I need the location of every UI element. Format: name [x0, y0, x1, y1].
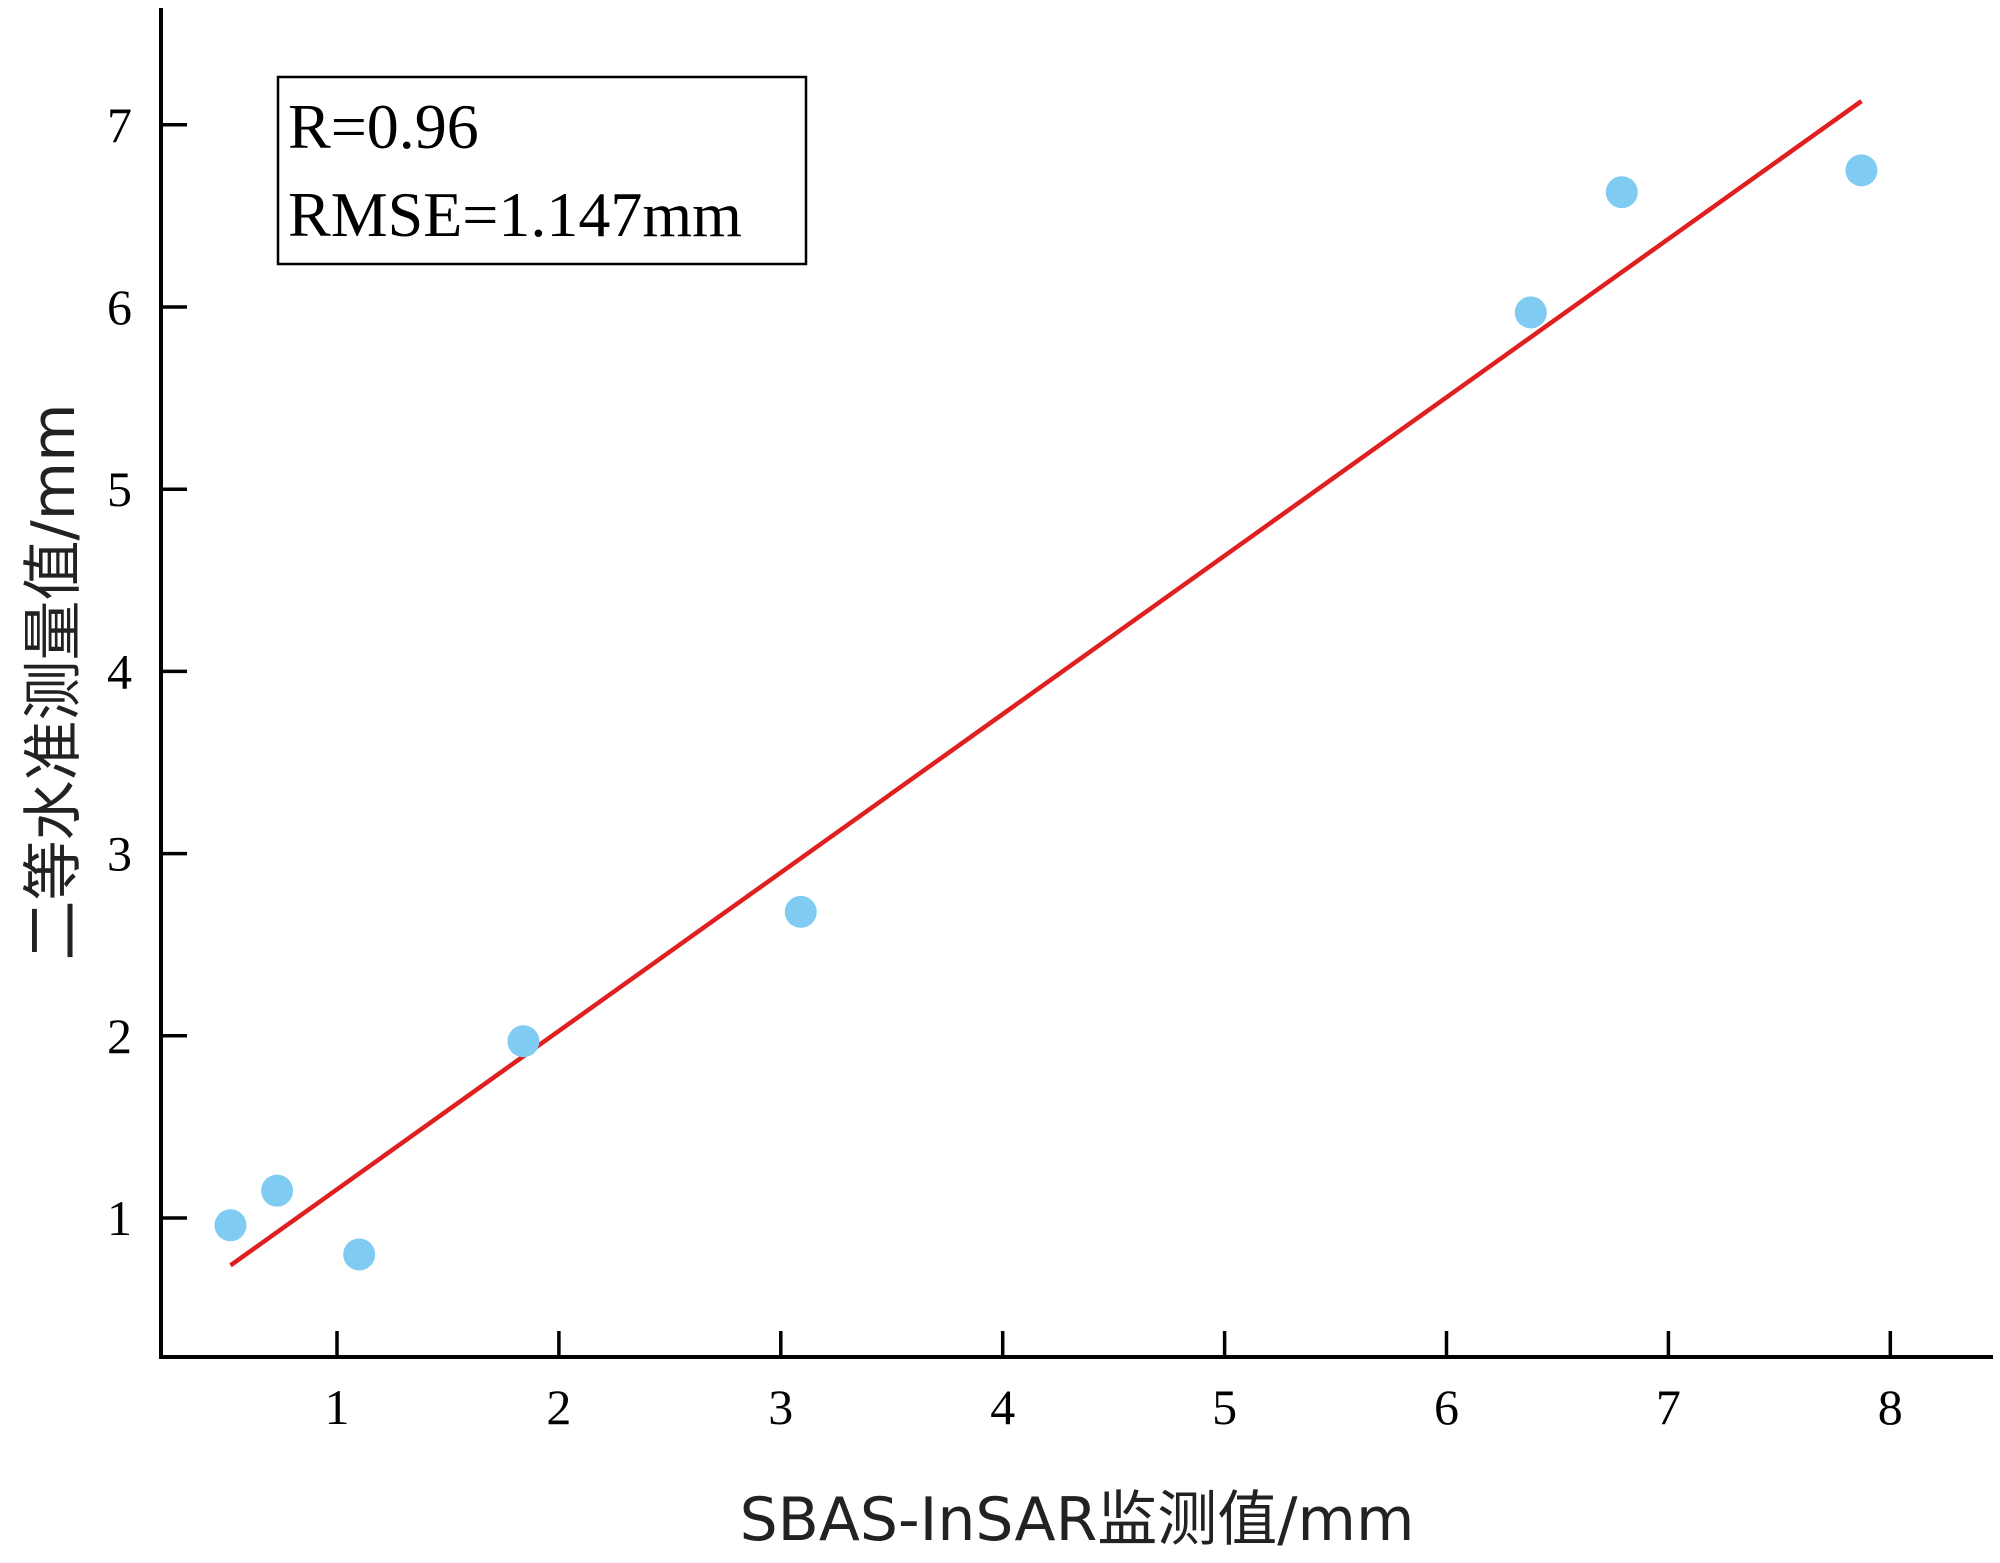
axes [159, 8, 1993, 1359]
stats-box-frame [276, 75, 808, 266]
data-point-1 [214, 1209, 247, 1242]
x-tick-label-3: 3 [768, 1379, 793, 1435]
x-tick-label-1: 1 [325, 1379, 350, 1435]
x-tick-label-8: 8 [1878, 1379, 1903, 1435]
x-tick-label-6: 6 [1434, 1379, 1459, 1435]
y-ticks: 1 2 3 4 5 6 7 [107, 97, 187, 1246]
y-tick-label-4: 4 [107, 643, 132, 699]
x-axis-title: SBAS-InSAR监测值/mm [740, 1485, 1415, 1555]
fit-line [229, 99, 1863, 1268]
x-tick-label-5: 5 [1212, 1379, 1237, 1435]
data-point-6 [1514, 296, 1547, 329]
points-group [214, 154, 1878, 1271]
y-tick-label-7: 7 [107, 97, 132, 153]
y-tick-label-1: 1 [107, 1190, 132, 1246]
data-point-3 [343, 1238, 376, 1271]
y-tick-label-5: 5 [107, 461, 132, 517]
y-tick-label-6: 6 [107, 279, 132, 335]
stat-rmse: RMSE=1.147mm [288, 179, 742, 250]
data-point-5 [784, 895, 817, 928]
stats-box: R=0.96 RMSE=1.147mm [276, 75, 808, 266]
x-tick-label-4: 4 [990, 1379, 1015, 1435]
data-point-2 [261, 1174, 294, 1207]
data-point-4 [507, 1025, 540, 1058]
x-tick-label-7: 7 [1656, 1379, 1681, 1435]
stat-r: R=0.96 [288, 91, 479, 162]
y-axis-title: 二等水准测量值/mm [19, 403, 89, 960]
y-tick-label-3: 3 [107, 826, 132, 882]
x-ticks: 1 2 3 4 5 6 7 8 [325, 1331, 1903, 1435]
x-tick-label-2: 2 [546, 1379, 571, 1435]
fit-line-group [229, 99, 1863, 1268]
data-point-7 [1605, 176, 1638, 209]
y-tick-label-2: 2 [107, 1008, 132, 1064]
data-point-8 [1845, 154, 1878, 187]
